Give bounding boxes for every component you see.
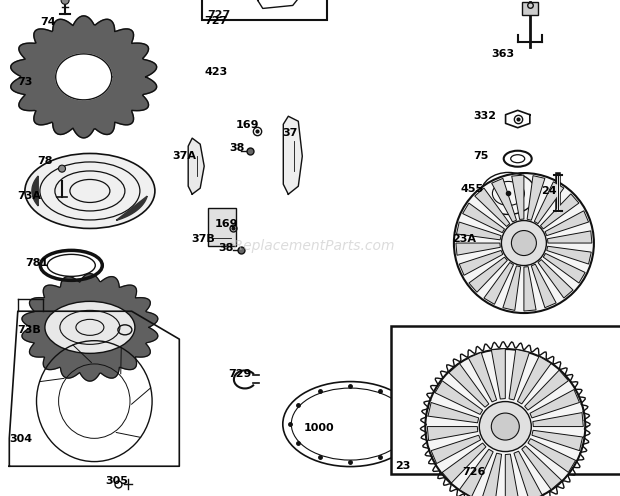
Text: 37: 37 [282, 128, 298, 138]
Ellipse shape [454, 173, 594, 313]
Polygon shape [468, 352, 497, 402]
Polygon shape [188, 138, 204, 194]
Ellipse shape [25, 153, 155, 229]
Text: 37A: 37A [172, 151, 197, 161]
Text: 23: 23 [396, 461, 411, 471]
Text: 729: 729 [228, 370, 252, 379]
Polygon shape [449, 364, 489, 407]
Polygon shape [442, 443, 486, 483]
Text: eReplacementParts.com: eReplacementParts.com [225, 239, 395, 252]
Polygon shape [527, 176, 545, 220]
Text: 73A: 73A [17, 191, 42, 201]
Polygon shape [22, 274, 158, 381]
Polygon shape [116, 196, 147, 220]
Polygon shape [545, 211, 588, 236]
Polygon shape [541, 194, 579, 229]
Text: 727: 727 [205, 16, 228, 26]
Text: 38: 38 [218, 243, 234, 253]
Ellipse shape [512, 231, 536, 255]
Text: 78: 78 [37, 156, 53, 166]
Polygon shape [547, 246, 591, 264]
Ellipse shape [491, 413, 520, 440]
Text: 73: 73 [17, 77, 33, 87]
Polygon shape [459, 449, 493, 496]
Text: 455: 455 [461, 185, 484, 194]
Bar [391, 326, 620, 474]
Polygon shape [459, 250, 503, 275]
Text: 37B: 37B [191, 234, 215, 244]
Polygon shape [531, 264, 556, 308]
Text: 75: 75 [473, 151, 489, 161]
Polygon shape [469, 257, 507, 292]
Polygon shape [524, 267, 536, 311]
Polygon shape [435, 381, 482, 415]
Text: 74: 74 [40, 17, 56, 27]
Polygon shape [56, 54, 112, 100]
Polygon shape [530, 389, 580, 418]
Text: 781: 781 [25, 258, 48, 268]
Ellipse shape [425, 349, 585, 496]
Text: 304: 304 [9, 434, 32, 444]
Ellipse shape [58, 165, 66, 172]
Text: 1000: 1000 [304, 423, 334, 433]
Polygon shape [492, 179, 516, 222]
Polygon shape [533, 413, 583, 427]
Text: 24: 24 [541, 186, 557, 196]
Text: 423: 423 [205, 67, 228, 77]
Text: 305: 305 [105, 476, 128, 486]
Polygon shape [518, 356, 551, 404]
Ellipse shape [479, 402, 531, 451]
Polygon shape [463, 203, 505, 233]
Polygon shape [456, 222, 501, 240]
Text: 23A: 23A [453, 234, 477, 244]
Polygon shape [491, 349, 505, 399]
Polygon shape [431, 435, 480, 464]
Polygon shape [456, 243, 500, 255]
Bar [208, 207, 236, 246]
Polygon shape [532, 431, 583, 451]
Polygon shape [547, 231, 592, 243]
Polygon shape [534, 182, 564, 224]
Polygon shape [543, 253, 585, 283]
Polygon shape [428, 402, 479, 423]
Polygon shape [525, 370, 569, 410]
Polygon shape [503, 266, 521, 310]
Polygon shape [512, 175, 524, 219]
Polygon shape [481, 453, 502, 496]
Ellipse shape [45, 302, 135, 353]
Bar [202, 0, 327, 20]
Text: 38: 38 [229, 143, 245, 153]
Polygon shape [514, 451, 542, 496]
Text: 332: 332 [473, 111, 496, 121]
Polygon shape [11, 16, 157, 138]
Polygon shape [484, 262, 513, 305]
Polygon shape [427, 427, 478, 440]
Polygon shape [522, 446, 562, 490]
Bar [522, 2, 538, 15]
Ellipse shape [61, 0, 69, 4]
Polygon shape [32, 176, 38, 206]
Polygon shape [475, 188, 510, 227]
Text: 169: 169 [215, 219, 239, 229]
Polygon shape [505, 454, 520, 496]
Text: 726: 726 [462, 467, 485, 477]
Text: 727: 727 [208, 10, 231, 20]
Text: 363: 363 [492, 49, 515, 59]
Text: 169: 169 [236, 120, 259, 130]
Polygon shape [509, 349, 529, 400]
Polygon shape [538, 259, 573, 298]
Polygon shape [283, 116, 303, 194]
Ellipse shape [502, 221, 546, 265]
Text: 73B: 73B [17, 325, 41, 335]
Polygon shape [528, 438, 575, 472]
